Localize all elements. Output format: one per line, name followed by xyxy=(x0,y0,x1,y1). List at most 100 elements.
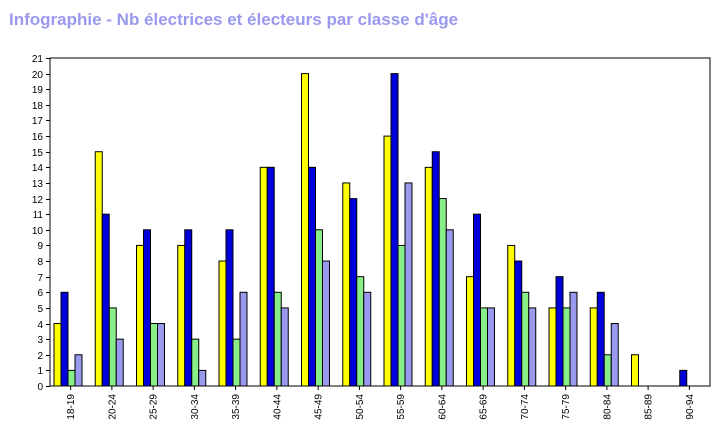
bar xyxy=(115,338,124,387)
y-tick-label: 9 xyxy=(37,241,43,252)
y-tick-label: 4 xyxy=(37,320,43,331)
bar xyxy=(349,198,358,387)
x-tick-label: 20-24 xyxy=(107,394,118,420)
bar xyxy=(280,307,289,387)
x-tick-label: 65-69 xyxy=(479,394,490,420)
bar xyxy=(397,244,406,387)
bar xyxy=(143,229,151,387)
y-tick-label: 11 xyxy=(33,210,44,221)
y-tick-label: 0 xyxy=(37,382,43,393)
bar xyxy=(431,151,440,387)
x-tick-label: 25-29 xyxy=(149,394,160,420)
y-tick-label: 3 xyxy=(37,335,43,346)
x-tick-label: 75-79 xyxy=(561,394,572,420)
bar xyxy=(596,291,605,387)
x-tick-label: 85-89 xyxy=(644,394,655,420)
bar xyxy=(301,73,309,387)
bar xyxy=(466,276,474,387)
y-tick-label: 6 xyxy=(37,288,43,299)
x-tick-label: 90-94 xyxy=(685,394,696,420)
bar xyxy=(610,323,619,387)
bar xyxy=(136,244,144,387)
bar xyxy=(507,244,516,387)
bar xyxy=(589,307,598,387)
x-tick-label: 70-74 xyxy=(520,394,531,420)
y-tick-label: 16 xyxy=(32,132,44,143)
y-tick-label: 7 xyxy=(37,273,43,284)
x-tick-label: 55-59 xyxy=(396,394,407,420)
y-tick-label: 5 xyxy=(37,304,43,315)
bar xyxy=(555,276,564,387)
bar xyxy=(424,166,433,387)
bar xyxy=(322,260,330,387)
bar xyxy=(404,182,413,387)
bar xyxy=(308,166,316,387)
y-tick-label: 8 xyxy=(37,257,43,268)
bar xyxy=(218,260,227,387)
bar xyxy=(383,135,392,387)
bar xyxy=(67,369,76,387)
x-tick-label: 18-19 xyxy=(66,394,77,420)
y-tick-label: 13 xyxy=(32,179,44,190)
bar xyxy=(679,369,688,387)
bar xyxy=(273,291,282,387)
y-tick-label: 14 xyxy=(32,163,44,174)
bar xyxy=(108,307,117,387)
bar xyxy=(514,260,523,387)
x-tick-label: 50-54 xyxy=(355,394,366,420)
bar xyxy=(157,323,165,387)
y-tick-label: 10 xyxy=(32,226,44,237)
bar xyxy=(445,229,454,387)
x-tick-label: 40-44 xyxy=(272,394,283,420)
bar xyxy=(438,198,447,387)
bar xyxy=(53,323,62,387)
bar xyxy=(74,354,83,387)
bar xyxy=(363,291,372,387)
bar xyxy=(480,307,488,387)
y-tick-label: 20 xyxy=(32,70,44,81)
y-tick-label: 18 xyxy=(32,101,44,112)
bar xyxy=(232,338,241,387)
x-tick-label: 30-34 xyxy=(190,394,201,420)
bar xyxy=(239,291,248,387)
y-tick-label: 12 xyxy=(32,195,44,206)
bar xyxy=(342,182,351,387)
y-tick-label: 2 xyxy=(37,351,43,362)
bar xyxy=(60,291,69,387)
bar xyxy=(177,244,186,387)
x-axis: 18-19 20-24 25-29 30-34 35-39 40-44 45-49 50-54… xyxy=(66,386,696,420)
bar xyxy=(225,229,234,387)
bar xyxy=(562,307,571,387)
bar xyxy=(259,166,268,387)
y-tick-label: 15 xyxy=(32,148,44,159)
bar xyxy=(528,307,537,387)
y-tick-label: 21 xyxy=(32,54,44,65)
y-tick-label: 19 xyxy=(32,85,44,96)
x-tick-label: 35-39 xyxy=(231,394,242,420)
x-tick-label: 60-64 xyxy=(437,394,448,420)
chart-title: Infographie - Nb électrices et électeurs… xyxy=(9,10,459,29)
bar xyxy=(569,291,578,387)
bar xyxy=(603,354,612,387)
bar xyxy=(390,73,399,387)
bar xyxy=(150,323,158,387)
bar xyxy=(521,291,530,387)
bar xyxy=(548,307,557,387)
bars xyxy=(53,73,688,387)
bar xyxy=(266,166,275,387)
x-tick-label: 45-49 xyxy=(314,394,325,420)
bar xyxy=(198,369,207,387)
bar xyxy=(94,151,103,387)
bar xyxy=(356,276,365,387)
bar xyxy=(487,307,495,387)
bar xyxy=(473,213,481,387)
bar xyxy=(631,354,639,387)
bar xyxy=(184,229,193,387)
bar xyxy=(101,213,110,387)
y-tick-label: 17 xyxy=(32,116,44,127)
bar xyxy=(191,338,200,387)
x-tick-label: 80-84 xyxy=(602,394,613,420)
bar xyxy=(315,229,323,387)
